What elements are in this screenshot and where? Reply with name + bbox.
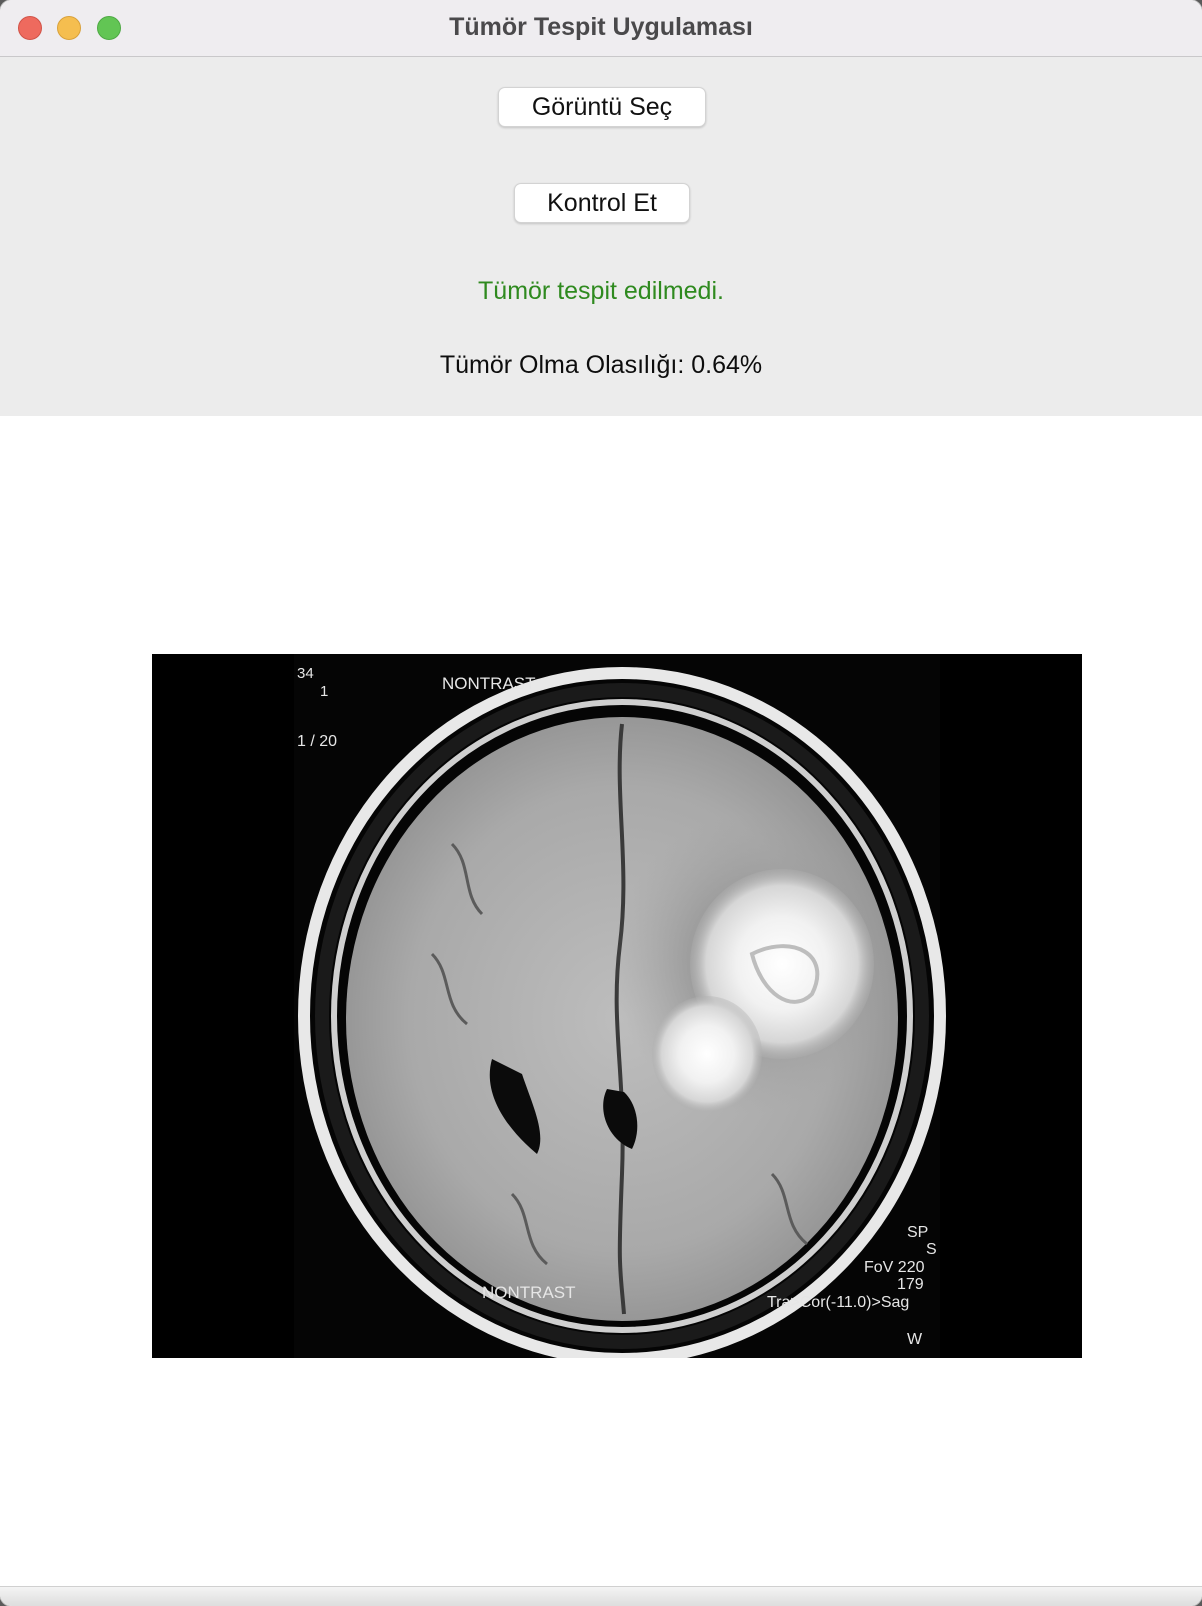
close-window-button[interactable] xyxy=(18,16,42,40)
mri-text-right-1: SP xyxy=(907,1224,928,1241)
controls-panel: Görüntü Seç Kontrol Et Tümör tespit edil… xyxy=(0,57,1202,416)
window-bottom-edge xyxy=(0,1586,1202,1606)
window-title: Tümör Tespit Uygulaması xyxy=(449,13,753,41)
probability-label: Tümör Olma Olasılığı: 0.64% xyxy=(439,351,763,379)
check-button[interactable]: Kontrol Et xyxy=(514,183,690,223)
mri-brain-illustration: 34 1 1 / 20 NONTRAST NONTRAST SP S FoV 2… xyxy=(294,654,946,1358)
mri-text-series: 34 xyxy=(297,665,314,682)
mri-text-slice: 1 / 20 xyxy=(297,733,337,750)
mri-text-image: 1 xyxy=(320,683,328,700)
mri-scan-image: 34 1 1 / 20 NONTRAST NONTRAST SP S FoV 2… xyxy=(152,654,1082,1358)
zoom-window-button[interactable] xyxy=(97,16,121,40)
title-bar[interactable]: Tümör Tespit Uygulaması xyxy=(0,0,1202,57)
mri-text-right-2: S xyxy=(926,1241,937,1258)
mri-text-right-6: W xyxy=(907,1331,923,1348)
image-display-area: 34 1 1 / 20 NONTRAST NONTRAST SP S FoV 2… xyxy=(0,416,1202,1586)
mri-text-right-3: FoV 220 xyxy=(864,1259,925,1276)
mri-text-right-4: 179 xyxy=(897,1276,924,1293)
minimize-window-button[interactable] xyxy=(57,16,81,40)
select-image-button[interactable]: Görüntü Seç xyxy=(498,87,706,127)
mri-text-bottom-label: NONTRAST xyxy=(482,1283,576,1302)
mri-text-right-5: Tra>Cor(-11.0)>Sag xyxy=(767,1294,909,1311)
mri-text-top-label: NONTRAST xyxy=(442,674,536,693)
result-label: Tümör tespit edilmedi. xyxy=(478,277,724,305)
